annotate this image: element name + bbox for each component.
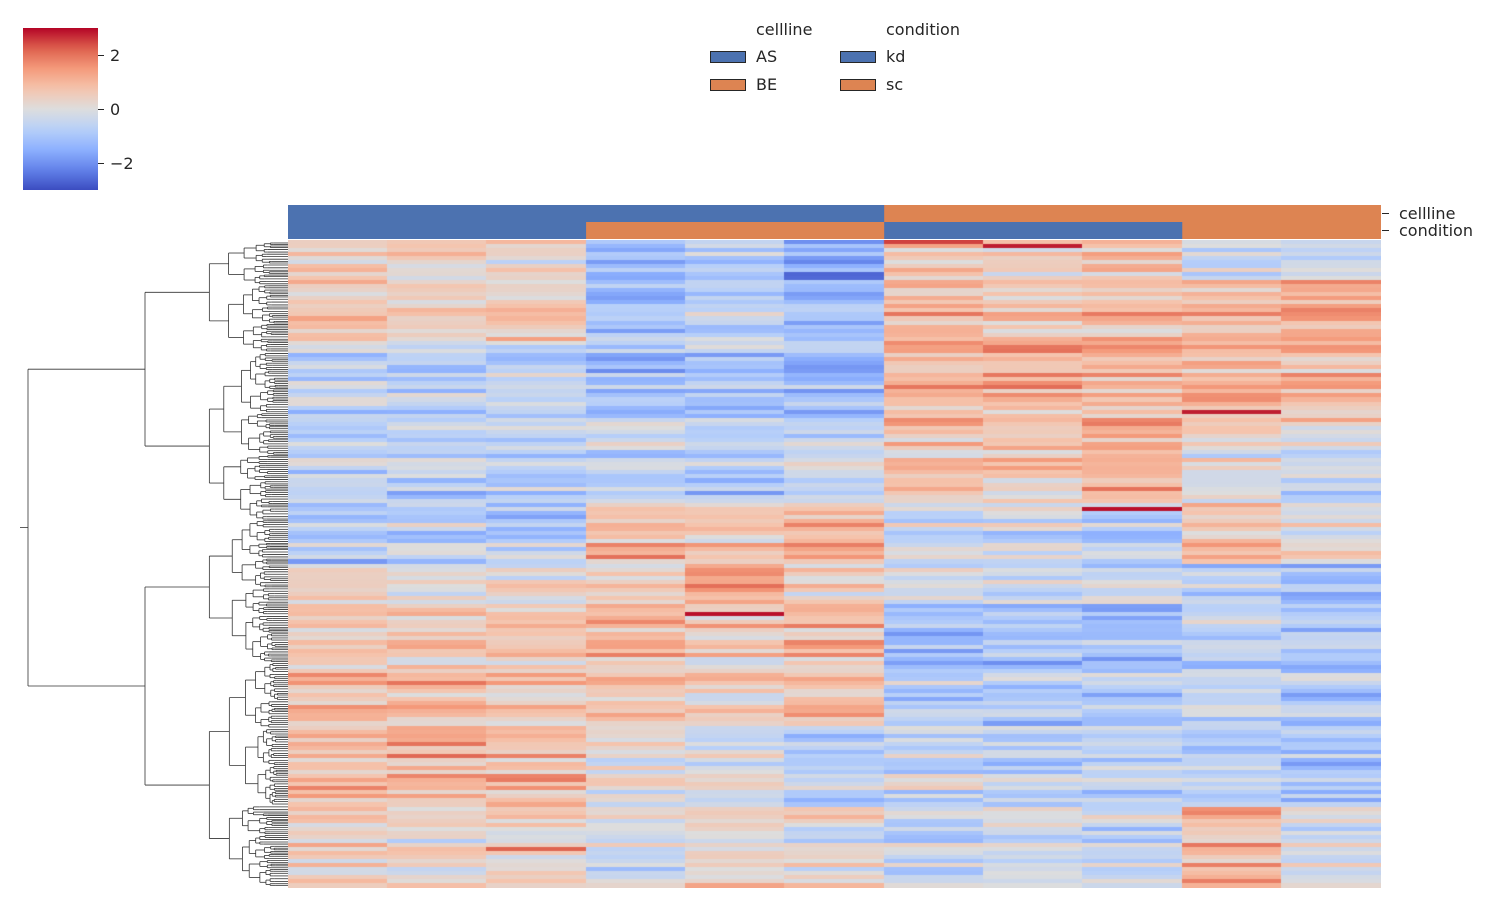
heatmap-cells bbox=[288, 240, 1381, 888]
annotation-cell-cellline bbox=[1082, 205, 1183, 222]
annotation-cell-condition bbox=[1182, 222, 1283, 239]
annotation-cell-cellline bbox=[884, 205, 985, 222]
annotation-cell-cellline bbox=[1281, 205, 1382, 222]
annotation-cell-condition bbox=[784, 222, 885, 239]
colorbar-tick-label: −2 bbox=[110, 154, 134, 173]
annotation-cell-cellline bbox=[784, 205, 885, 222]
annotation-cell-cellline bbox=[486, 205, 587, 222]
annotation-cell-cellline bbox=[387, 205, 488, 222]
annotation-cell-cellline bbox=[983, 205, 1084, 222]
row-dendrogram bbox=[20, 240, 288, 888]
annotation-label-cellline: cellline bbox=[1399, 204, 1456, 223]
colorbar-tick bbox=[98, 163, 104, 164]
annotation-cell-cellline bbox=[1182, 205, 1283, 222]
annotation-cell-condition bbox=[1281, 222, 1382, 239]
legend-swatch-as bbox=[710, 51, 746, 63]
colorbar bbox=[23, 28, 98, 190]
legend-title-condition: condition bbox=[886, 20, 960, 39]
colorbar-tick-label: 2 bbox=[110, 46, 121, 65]
annotation-cell-condition bbox=[387, 222, 488, 239]
annotation-cell-cellline bbox=[586, 205, 687, 222]
column-annotation-bars bbox=[288, 205, 1382, 239]
annotation-cell-cellline bbox=[288, 205, 388, 222]
annotation-cell-condition bbox=[983, 222, 1084, 239]
annotation-cell-condition bbox=[486, 222, 587, 239]
colorbar-tick-label: 0 bbox=[110, 100, 121, 119]
legend-swatch-sc bbox=[840, 79, 876, 91]
heatmap bbox=[288, 240, 1381, 888]
legend-title-cellline: cellline bbox=[756, 20, 813, 39]
annotation-tick bbox=[1382, 230, 1389, 231]
legend-swatch-kd bbox=[840, 51, 876, 63]
legend-label-be: BE bbox=[756, 75, 778, 94]
annotation-tick bbox=[1382, 213, 1389, 214]
colorbar-tick bbox=[98, 55, 104, 56]
annotation-cell-condition bbox=[884, 222, 985, 239]
row-dendrogram-lines bbox=[20, 242, 288, 886]
legend-label-as: AS bbox=[756, 47, 778, 66]
annotation-cell-condition bbox=[685, 222, 786, 239]
legend-label-kd: kd bbox=[886, 47, 906, 66]
annotation-cell-condition bbox=[288, 222, 388, 239]
annotation-cell-condition bbox=[586, 222, 687, 239]
annotation-label-condition: condition bbox=[1399, 221, 1473, 240]
annotation-cell-cellline bbox=[685, 205, 786, 222]
legend-swatch-be bbox=[710, 79, 746, 91]
column-annotations bbox=[288, 205, 1382, 239]
legend-label-sc: sc bbox=[886, 75, 904, 94]
annotation-cell-condition bbox=[1082, 222, 1183, 239]
colorbar-tick bbox=[98, 109, 104, 110]
